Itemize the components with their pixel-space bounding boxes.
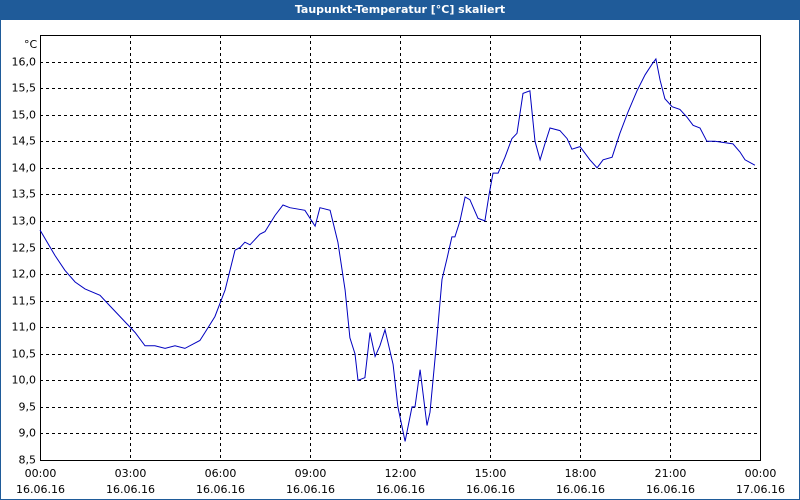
x-tick-date: 16.06.16 (196, 483, 245, 496)
y-tick-label: 11,0 (12, 321, 37, 334)
x-tick-label: 00:00 (25, 467, 57, 480)
chart-title: Taupunkt-Temperatur [°C] skaliert (295, 3, 505, 16)
y-tick-label: 8,5 (19, 454, 37, 467)
x-tick-date: 17.06.16 (736, 483, 785, 496)
y-tick-label: 15,5 (12, 82, 37, 95)
x-tick-date: 16.06.16 (376, 483, 425, 496)
x-tick-date: 16.06.16 (646, 483, 695, 496)
y-tick-label: 13,0 (12, 215, 37, 228)
y-tick-label: 14,5 (12, 135, 37, 148)
y-unit-label: °C (24, 38, 38, 51)
x-tick-label: 18:00 (565, 467, 597, 480)
title-bar (0, 0, 800, 19)
y-tick-label: 12,0 (12, 268, 37, 281)
data-line (39, 57, 756, 442)
x-tick-label: 00:00 (745, 467, 777, 480)
y-tick-label: 16,0 (12, 56, 37, 69)
x-tick-label: 06:00 (205, 467, 237, 480)
x-tick-date: 16.06.16 (466, 483, 515, 496)
x-tick-date: 16.06.16 (556, 483, 605, 496)
y-tick-label: 11,5 (12, 295, 37, 308)
y-tick-label: 10,5 (12, 348, 37, 361)
x-tick-date: 16.06.16 (16, 483, 65, 496)
x-tick-label: 03:00 (115, 467, 147, 480)
x-tick-label: 15:00 (475, 467, 507, 480)
x-tick-date: 16.06.16 (286, 483, 335, 496)
y-tick-label: 14,0 (12, 162, 37, 175)
x-tick-label: 09:00 (295, 467, 327, 480)
x-tick-date: 16.06.16 (106, 483, 155, 496)
plot-frame (40, 35, 761, 461)
y-tick-label: 15,0 (12, 109, 37, 122)
y-tick-label: 13,5 (12, 188, 37, 201)
y-tick-label: 9,5 (19, 401, 37, 414)
x-tick-label: 12:00 (385, 467, 417, 480)
x-tick-label: 21:00 (655, 467, 687, 480)
y-tick-label: 10,0 (12, 374, 37, 387)
y-tick-label: 12,5 (12, 242, 37, 255)
y-tick-label: 9,0 (19, 427, 37, 440)
